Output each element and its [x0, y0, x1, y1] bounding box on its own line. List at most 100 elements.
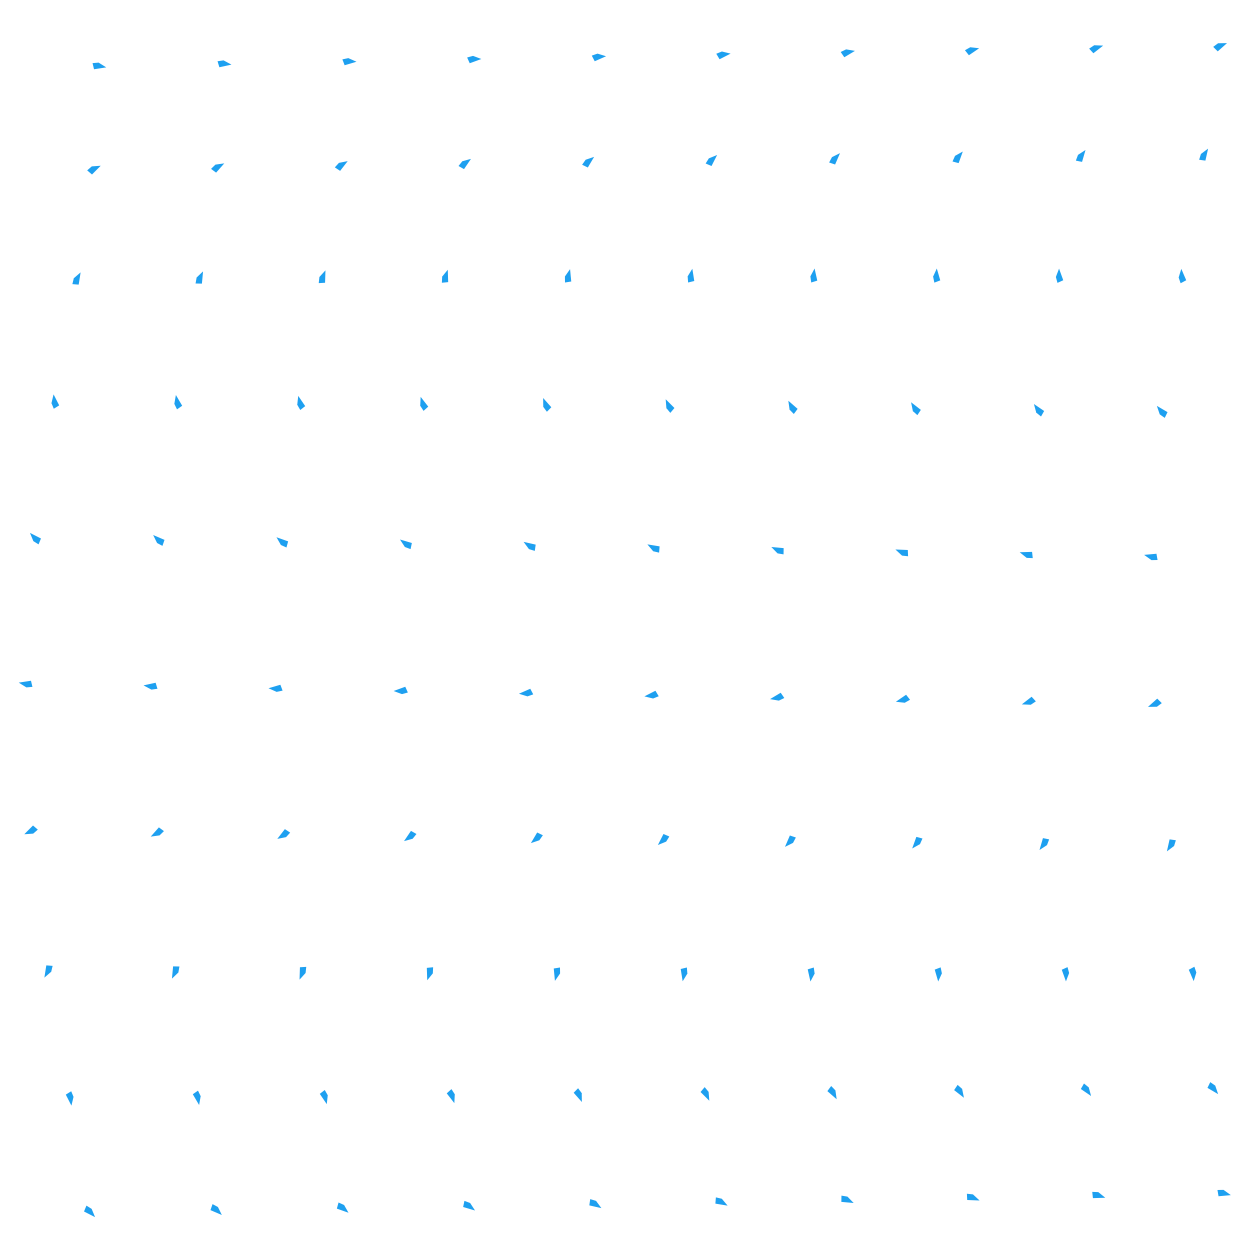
engine-glow	[895, 694, 911, 703]
sprite-frame: .hull{fill:#5a5a5a;stroke:#3c3c3c;stroke…	[375, 250, 500, 375]
engine-glow	[573, 1088, 582, 1103]
engine-glow	[92, 62, 107, 70]
ship-sprite-svg: .hull{fill:#5a5a5a;stroke:#3c3c3c;stroke…	[784, 835, 796, 847]
sprite-frame: .hull{fill:#5a5a5a;stroke:#3c3c3c;stroke…	[1125, 125, 1250, 250]
ship-sprite-svg: .hull{fill:#5a5a5a;stroke:#3c3c3c;stroke…	[582, 156, 595, 168]
engine-glow	[952, 151, 963, 164]
ship-sprite	[934, 967, 942, 982]
ship-sprite	[589, 1199, 602, 1209]
ship-sprite-svg: .hull{fill:#5a5a5a;stroke:#3c3c3c;stroke…	[150, 827, 164, 837]
engine-glow	[770, 692, 785, 701]
sprite-frame: .hull{fill:#5a5a5a;stroke:#3c3c3c;stroke…	[1000, 625, 1125, 750]
ship-sprite	[647, 544, 660, 553]
ship-sprite	[1033, 404, 1045, 417]
ship-sprite	[911, 402, 921, 416]
sprite-frame: .hull{fill:#5a5a5a;stroke:#3c3c3c;stroke…	[625, 250, 750, 375]
engine-glow	[29, 532, 41, 545]
ship-sprite	[665, 399, 675, 413]
sprite-frame: .hull{fill:#5a5a5a;stroke:#3c3c3c;stroke…	[875, 1000, 1000, 1125]
engine-glow	[564, 269, 572, 283]
sprite-frame: .hull{fill:#5a5a5a;stroke:#3c3c3c;stroke…	[0, 625, 125, 750]
ship-sprite	[463, 1200, 476, 1211]
engine-glow	[582, 156, 595, 168]
sprite-frame: .hull{fill:#5a5a5a;stroke:#3c3c3c;stroke…	[875, 875, 1000, 1000]
sprite-frame: .hull{fill:#5a5a5a;stroke:#3c3c3c;stroke…	[1125, 1125, 1250, 1250]
engine-glow	[174, 395, 183, 410]
ship-sprite-svg: .hull{fill:#5a5a5a;stroke:#3c3c3c;stroke…	[1092, 1191, 1106, 1199]
ship-sprite	[964, 47, 980, 56]
engine-glow	[467, 55, 482, 64]
ship-sprite	[268, 684, 283, 692]
sprite-frame: .hull{fill:#5a5a5a;stroke:#3c3c3c;stroke…	[625, 750, 750, 875]
sprite-frame: .hull{fill:#5a5a5a;stroke:#3c3c3c;stroke…	[1000, 1125, 1125, 1250]
ship-sprite-svg: .hull{fill:#5a5a5a;stroke:#3c3c3c;stroke…	[1178, 268, 1187, 284]
ship-sprite-svg: .hull{fill:#5a5a5a;stroke:#3c3c3c;stroke…	[1217, 1189, 1231, 1197]
ship-sprite-svg: .hull{fill:#5a5a5a;stroke:#3c3c3c;stroke…	[458, 158, 471, 170]
ship-sprite-svg: .hull{fill:#5a5a5a;stroke:#3c3c3c;stroke…	[24, 825, 38, 835]
ship-sprite-svg: .hull{fill:#5a5a5a;stroke:#3c3c3c;stroke…	[342, 58, 357, 66]
ship-sprite-svg: .hull{fill:#5a5a5a;stroke:#3c3c3c;stroke…	[810, 268, 818, 283]
ship-sprite-svg: .hull{fill:#5a5a5a;stroke:#3c3c3c;stroke…	[195, 271, 204, 284]
engine-glow	[657, 834, 670, 846]
ship-sprite-svg: .hull{fill:#5a5a5a;stroke:#3c3c3c;stroke…	[573, 1088, 582, 1103]
engine-glow	[966, 1193, 980, 1201]
ship-sprite-svg: .hull{fill:#5a5a5a;stroke:#3c3c3c;stroke…	[211, 163, 225, 173]
ship-sprite-svg: .hull{fill:#5a5a5a;stroke:#3c3c3c;stroke…	[1075, 149, 1086, 162]
ship-sprite-svg: .hull{fill:#5a5a5a;stroke:#3c3c3c;stroke…	[911, 402, 921, 416]
engine-glow	[276, 537, 289, 548]
engine-glow	[420, 396, 429, 411]
sprite-frame: .hull{fill:#5a5a5a;stroke:#3c3c3c;stroke…	[750, 1000, 875, 1125]
engine-glow	[171, 966, 180, 979]
sprite-frame: .hull{fill:#5a5a5a;stroke:#3c3c3c;stroke…	[1125, 500, 1250, 625]
sprite-frame: .hull{fill:#5a5a5a;stroke:#3c3c3c;stroke…	[250, 1125, 375, 1250]
ship-sprite-svg: .hull{fill:#5a5a5a;stroke:#3c3c3c;stroke…	[827, 1086, 837, 1100]
ship-sprite-svg: .hull{fill:#5a5a5a;stroke:#3c3c3c;stroke…	[393, 686, 408, 695]
ship-sprite	[217, 60, 232, 68]
ship-sprite-svg: .hull{fill:#5a5a5a;stroke:#3c3c3c;stroke…	[192, 1090, 201, 1105]
sprite-frame: .hull{fill:#5a5a5a;stroke:#3c3c3c;stroke…	[375, 1125, 500, 1250]
ship-sprite-svg: .hull{fill:#5a5a5a;stroke:#3c3c3c;stroke…	[426, 967, 434, 981]
ship-sprite-svg: .hull{fill:#5a5a5a;stroke:#3c3c3c;stroke…	[277, 829, 291, 839]
ship-sprite	[807, 967, 815, 982]
engine-glow	[404, 830, 417, 842]
engine-glow	[1144, 553, 1158, 561]
engine-glow	[715, 1197, 728, 1206]
ship-sprite-svg: .hull{fill:#5a5a5a;stroke:#3c3c3c;stroke…	[319, 1089, 328, 1105]
ship-sprite	[1089, 45, 1104, 54]
ship-sprite-svg: .hull{fill:#5a5a5a;stroke:#3c3c3c;stroke…	[276, 537, 289, 548]
engine-glow	[318, 270, 326, 284]
sprite-frame: .hull{fill:#5a5a5a;stroke:#3c3c3c;stroke…	[1000, 125, 1125, 250]
ship-sprite	[404, 830, 417, 842]
sprite-frame: .hull{fill:#5a5a5a;stroke:#3c3c3c;stroke…	[375, 875, 500, 1000]
ship-sprite	[564, 269, 572, 283]
sprite-frame: .hull{fill:#5a5a5a;stroke:#3c3c3c;stroke…	[625, 625, 750, 750]
engine-glow	[954, 1084, 964, 1098]
ship-sprite-svg: .hull{fill:#5a5a5a;stroke:#3c3c3c;stroke…	[404, 830, 417, 842]
ship-sprite	[827, 1086, 837, 1100]
engine-glow	[647, 544, 660, 553]
ship-sprite-svg: .hull{fill:#5a5a5a;stroke:#3c3c3c;stroke…	[1199, 148, 1209, 161]
ship-sprite	[770, 692, 785, 701]
ship-sprite-svg: .hull{fill:#5a5a5a;stroke:#3c3c3c;stroke…	[18, 680, 33, 688]
sprite-frame: .hull{fill:#5a5a5a;stroke:#3c3c3c;stroke…	[375, 500, 500, 625]
ship-sprite	[784, 835, 796, 847]
sprite-frame: .hull{fill:#5a5a5a;stroke:#3c3c3c;stroke…	[1125, 375, 1250, 500]
sprite-frame: .hull{fill:#5a5a5a;stroke:#3c3c3c;stroke…	[1000, 500, 1125, 625]
engine-glow	[195, 271, 204, 284]
sprite-frame: .hull{fill:#5a5a5a;stroke:#3c3c3c;stroke…	[1000, 375, 1125, 500]
ship-sprite-svg: .hull{fill:#5a5a5a;stroke:#3c3c3c;stroke…	[1033, 404, 1045, 417]
engine-glow	[665, 399, 675, 413]
sprite-frame: .hull{fill:#5a5a5a;stroke:#3c3c3c;stroke…	[1125, 750, 1250, 875]
ship-sprite-svg: .hull{fill:#5a5a5a;stroke:#3c3c3c;stroke…	[807, 967, 815, 982]
ship-sprite	[895, 694, 911, 703]
engine-glow	[807, 967, 815, 982]
ship-sprite	[1217, 1189, 1231, 1197]
engine-glow	[1217, 1189, 1231, 1197]
ship-sprite-svg: .hull{fill:#5a5a5a;stroke:#3c3c3c;stroke…	[964, 47, 980, 56]
sprite-frame: .hull{fill:#5a5a5a;stroke:#3c3c3c;stroke…	[625, 500, 750, 625]
engine-glow	[268, 684, 283, 692]
ship-sprite-svg: .hull{fill:#5a5a5a;stroke:#3c3c3c;stroke…	[87, 165, 101, 175]
ship-sprite	[65, 1091, 74, 1106]
engine-glow	[24, 825, 38, 835]
ship-sprite-svg: .hull{fill:#5a5a5a;stroke:#3c3c3c;stroke…	[318, 270, 326, 284]
